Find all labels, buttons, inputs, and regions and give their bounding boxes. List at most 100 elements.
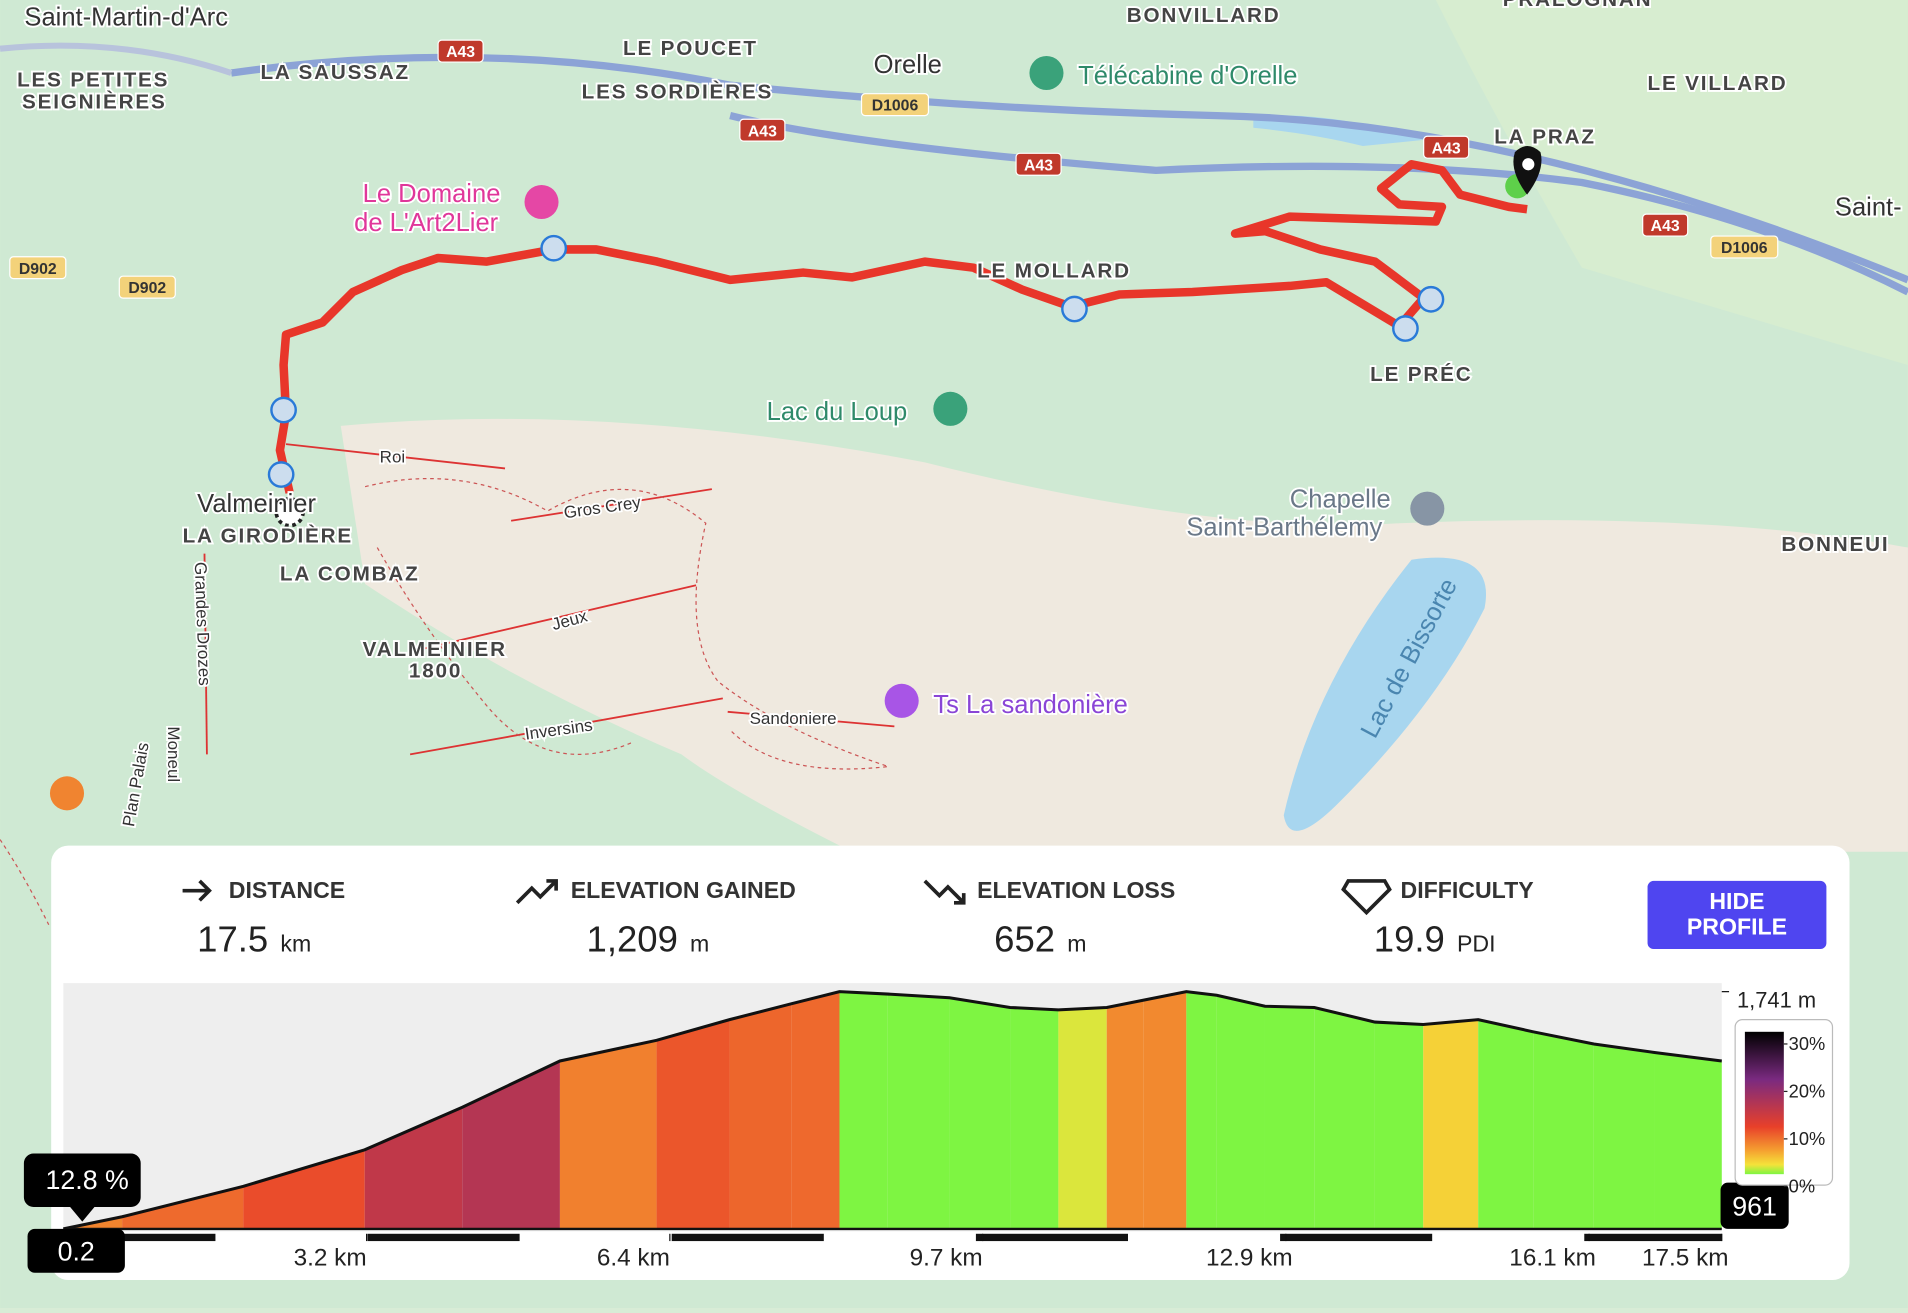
map-label: de L'Art2Lier bbox=[354, 209, 499, 237]
stat-label: DISTANCE bbox=[229, 877, 345, 903]
road-label: A43 bbox=[1432, 140, 1461, 157]
y-tick-label: 1,741 m bbox=[1737, 987, 1816, 1012]
stat-unit: PDI bbox=[1457, 930, 1496, 956]
x-tick-label: 6.4 km bbox=[597, 1244, 670, 1271]
map-label: BONVILLARD bbox=[1127, 4, 1281, 27]
button-label[interactable]: HIDE PROFILE bbox=[1686, 889, 1788, 941]
map-label: 1800 bbox=[409, 660, 462, 683]
road-shield bbox=[118, 275, 176, 299]
map-label: LE POUCET bbox=[623, 37, 758, 60]
stat-icon bbox=[923, 879, 966, 905]
grade-band bbox=[1216, 995, 1265, 1229]
map-label: LA COMBAZ bbox=[280, 562, 420, 585]
grade-band bbox=[1654, 1052, 1722, 1229]
legend-bar bbox=[1744, 1031, 1784, 1175]
grade-band bbox=[1314, 1007, 1375, 1229]
map-labels: Saint-Martin-d'Arc LES PETITES SEIGNIÈRE… bbox=[15, 0, 1903, 830]
map-label: LE MOLLARD bbox=[977, 259, 1131, 282]
map-label: Lac du Loup bbox=[767, 398, 908, 426]
grade-band bbox=[364, 1107, 463, 1229]
grade-band bbox=[1143, 991, 1187, 1229]
x-tick-label: 17.5 km bbox=[1642, 1244, 1729, 1271]
grade-band bbox=[1533, 1031, 1594, 1229]
map-label: Le Domaine bbox=[363, 180, 501, 208]
grade-band bbox=[1264, 1006, 1315, 1229]
x-tick-label: 3.2 km bbox=[294, 1244, 367, 1271]
grade-band bbox=[839, 991, 888, 1229]
road-shield bbox=[437, 39, 484, 63]
road-label: D902 bbox=[19, 261, 57, 278]
scale-dash bbox=[1280, 1233, 1433, 1242]
legend: 30% 20% 10% 0% bbox=[1734, 1019, 1834, 1196]
grade-band bbox=[656, 1019, 730, 1229]
road-label: A43 bbox=[748, 123, 777, 140]
grade-band bbox=[1478, 1019, 1534, 1229]
road-shield bbox=[1015, 152, 1062, 176]
stat-label: DIFFICULTY bbox=[1401, 877, 1535, 903]
grade-band bbox=[1186, 991, 1217, 1229]
stat-icon bbox=[515, 879, 558, 905]
button-label-box[interactable]: HIDE PROFILE bbox=[1648, 881, 1827, 949]
x-tick-label: 9.7 km bbox=[910, 1244, 983, 1271]
map-label: Saint-Barthélemy bbox=[1186, 513, 1382, 541]
button-bg[interactable] bbox=[1647, 880, 1827, 950]
grade-band bbox=[559, 1040, 657, 1229]
map-label: LA SAUSSAZ bbox=[260, 61, 410, 84]
map-label: Ts La sandonière bbox=[933, 691, 1128, 719]
map-label: LES SORDIÈRES bbox=[582, 81, 773, 104]
grade-band bbox=[462, 1061, 560, 1229]
stat-value: 1,209 bbox=[587, 918, 678, 959]
route-markers bbox=[49, 55, 1542, 811]
cursor-distance-tag bbox=[27, 1228, 125, 1273]
cursor-grade: 12.8 % bbox=[46, 1165, 129, 1195]
x-tick-label: 12.9 km bbox=[1206, 1244, 1293, 1271]
button[interactable]: HIDE PROFILE bbox=[1647, 880, 1827, 950]
map-label: Télécabine d'Orelle bbox=[1078, 62, 1297, 90]
stat-icon bbox=[1341, 879, 1392, 916]
legend-tick-label: 0% bbox=[1789, 1175, 1815, 1196]
stat-unit: m bbox=[690, 930, 709, 956]
map-label: Orelle bbox=[874, 51, 942, 79]
grade-band bbox=[1106, 1000, 1144, 1229]
grade-band bbox=[791, 991, 840, 1229]
road-shield bbox=[1642, 213, 1689, 237]
scale-dash bbox=[975, 1233, 1128, 1242]
stat-value: 652 bbox=[994, 918, 1055, 959]
map-label: Saint-Martin-d'Arc bbox=[24, 4, 228, 32]
map-label: Moneul bbox=[164, 726, 183, 782]
cursor-distance: 0.2 bbox=[58, 1237, 95, 1267]
scale-dash bbox=[671, 1233, 824, 1242]
stat-label: ELEVATION GAINED bbox=[571, 877, 796, 903]
grade-band bbox=[243, 1149, 365, 1229]
profile-panel: DISTANCE 17.5 km ELEVATION GAINED 1,209 m ELEV… bbox=[23, 845, 1850, 1281]
stat-value: 19.9 bbox=[1374, 918, 1445, 959]
stat-unit: m bbox=[1067, 930, 1086, 956]
road-shield bbox=[860, 93, 930, 117]
map-label: Saint- bbox=[1835, 193, 1902, 221]
road-label: A43 bbox=[1024, 157, 1053, 174]
map-label: Sandoniere bbox=[750, 709, 837, 728]
road-shields: A43 A43 A43 A43 A43 D1006 D1006 D902 D902 bbox=[9, 39, 1779, 299]
road-shield bbox=[1423, 135, 1470, 159]
map-label: LES PETITES bbox=[17, 68, 169, 91]
grade-band bbox=[729, 1003, 792, 1229]
grade-band bbox=[1374, 1022, 1424, 1229]
stats: DISTANCE 17.5 km ELEVATION GAINED 1,209 m ELEV… bbox=[182, 877, 1535, 959]
elevation-line bbox=[63, 990, 1722, 1231]
road-label: D1006 bbox=[872, 98, 919, 115]
grade-band bbox=[1058, 1007, 1107, 1229]
map-label: SEIGNIÈRES bbox=[22, 90, 167, 113]
legend-tick-label: 30% bbox=[1789, 1033, 1826, 1054]
road-shield bbox=[9, 256, 67, 280]
road-shield bbox=[1710, 235, 1779, 259]
map-label: LA GIRODIÈRE bbox=[183, 525, 353, 548]
map-label: VALMEINIER bbox=[363, 638, 507, 661]
map-label: LE VILLARD bbox=[1648, 72, 1788, 95]
map-label: LA PRAZ bbox=[1494, 126, 1596, 149]
y-tick-label: 961 bbox=[1732, 1192, 1777, 1222]
route bbox=[275, 160, 1528, 494]
map-label: BONNEUI bbox=[1781, 533, 1889, 556]
stat-value: 17.5 bbox=[197, 918, 268, 959]
road-shield bbox=[739, 118, 786, 142]
